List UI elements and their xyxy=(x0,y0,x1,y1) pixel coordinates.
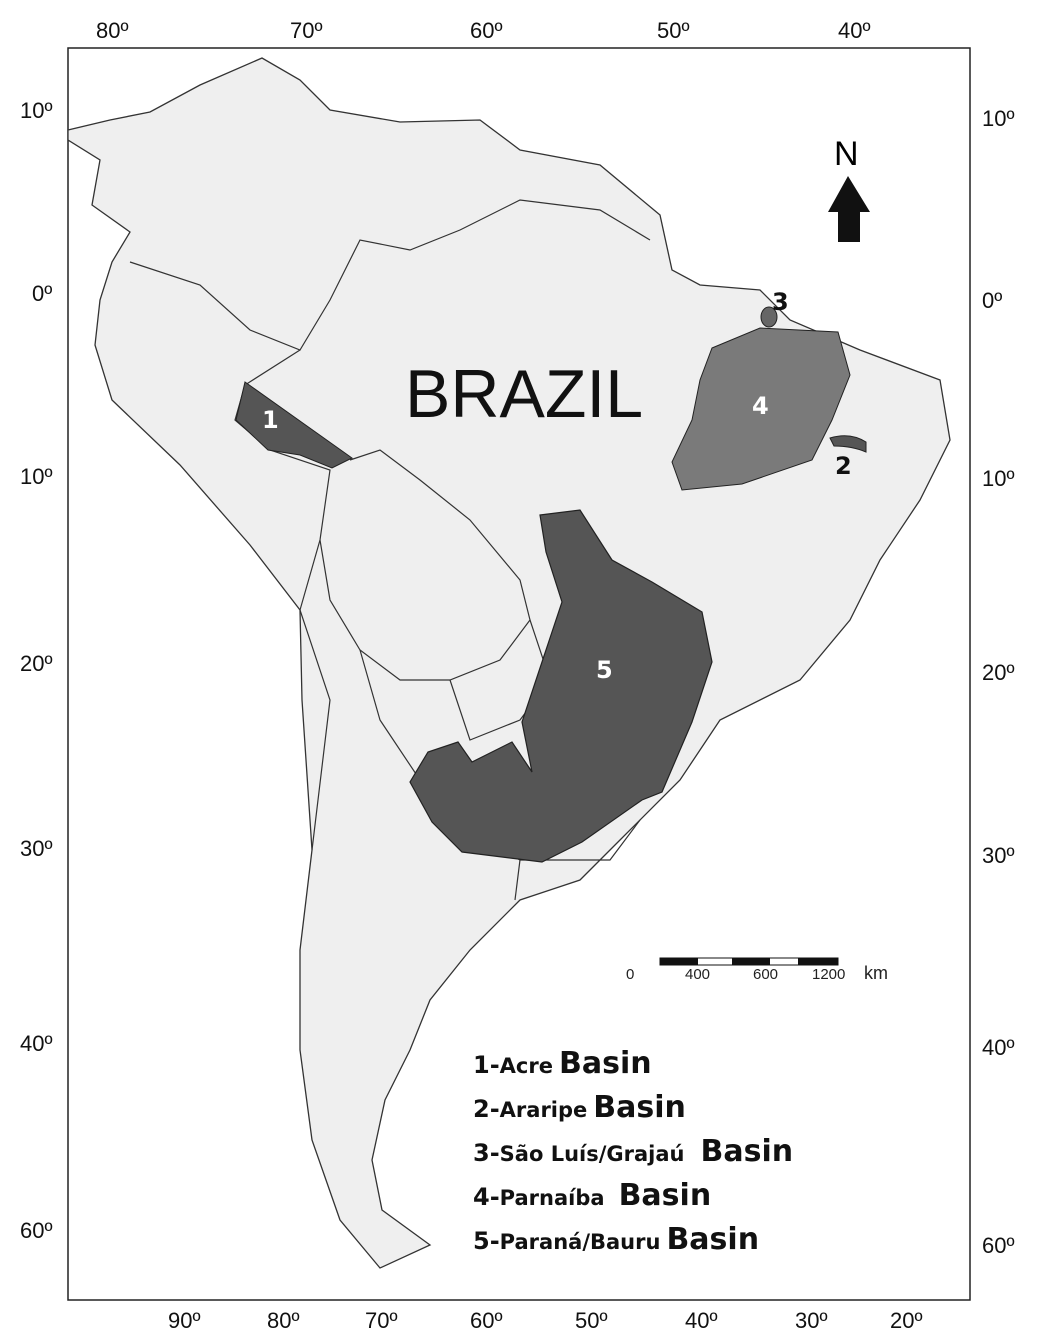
right-lat-label: 20º xyxy=(982,660,1015,685)
parana-bauru-basin xyxy=(409,509,713,863)
left-lat-label: 0º xyxy=(32,281,53,306)
top-lon-label: 40º xyxy=(838,18,871,43)
bottom-lon-label: 40º xyxy=(685,1308,718,1333)
basin-marker-3: 3 xyxy=(772,288,789,316)
left-lat-label: 40º xyxy=(20,1031,53,1056)
left-lat-label: 30º xyxy=(20,836,53,861)
right-lat-label: 30º xyxy=(982,843,1015,868)
basin-marker-5: 5 xyxy=(596,656,613,684)
right-lat-label: 10º xyxy=(982,466,1015,491)
scale-label: 0 xyxy=(626,966,635,983)
bottom-lon-label: 50º xyxy=(575,1308,608,1333)
sao-luis-grajau-basin xyxy=(760,306,778,328)
left-lat-label: 10º xyxy=(20,464,53,489)
right-lat-label: 10º xyxy=(982,106,1015,131)
scale-label: 400 xyxy=(685,966,711,983)
legend: 1-Acre Basin 2-Araripe Basin 3-São Luís/Gr… xyxy=(473,1042,793,1262)
basin-marker-1: 1 xyxy=(262,406,279,434)
right-lat-label: 40º xyxy=(982,1035,1015,1060)
left-lat-label: 60º xyxy=(20,1218,53,1243)
scale-label: 1200 xyxy=(812,966,846,983)
right-lat-label: 60º xyxy=(982,1233,1015,1258)
bottom-lon-label: 90º xyxy=(168,1308,201,1333)
legend-item: 4-Parnaíba Basin xyxy=(473,1178,712,1213)
acre-basin xyxy=(235,381,353,469)
basin-marker-4: 4 xyxy=(752,392,769,420)
legend-item: 2-Araripe Basin xyxy=(473,1090,686,1125)
bottom-lon-label: 80º xyxy=(267,1308,300,1333)
left-lat-label: 10º xyxy=(20,98,53,123)
bottom-lon-label: 20º xyxy=(890,1308,923,1333)
legend-item: 1-Acre Basin xyxy=(473,1046,652,1081)
country-label: BRAZIL xyxy=(405,356,644,432)
legend-item: 3-São Luís/Grajaú Basin xyxy=(473,1134,794,1169)
parnaiba-basin xyxy=(671,327,851,491)
scale-label: 600 xyxy=(753,966,779,983)
bottom-lon-label: 70º xyxy=(365,1308,398,1333)
legend-item: 5-Paraná/Bauru Basin xyxy=(473,1222,760,1257)
scale-unit: km xyxy=(864,963,888,983)
bottom-lon-label: 30º xyxy=(795,1308,828,1333)
scale-bar xyxy=(659,957,839,966)
north-label: N xyxy=(834,135,859,173)
araripe-basin xyxy=(829,435,867,453)
basin-marker-2: 2 xyxy=(835,452,852,480)
top-lon-label: 80º xyxy=(96,18,129,43)
left-lat-label: 20º xyxy=(20,651,53,676)
right-lat-label: 0º xyxy=(982,288,1003,313)
north-arrow-icon xyxy=(828,176,870,242)
top-lon-label: 70º xyxy=(290,18,323,43)
bottom-lon-label: 60º xyxy=(470,1308,503,1333)
top-lon-label: 50º xyxy=(657,18,690,43)
top-lon-label: 60º xyxy=(470,18,503,43)
